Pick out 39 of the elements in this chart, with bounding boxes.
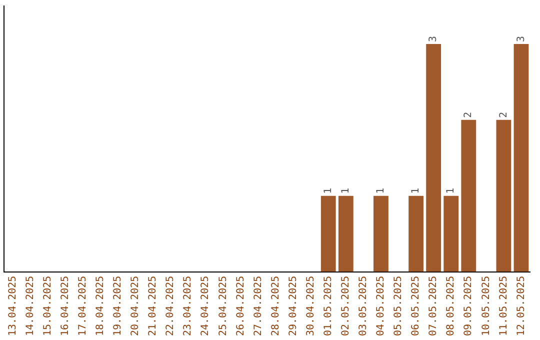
x-tick-label: 09.05.2025 [463,276,474,336]
x-tick-label: 28.04.2025 [270,276,282,336]
x-tick-label: 19.04.2025 [112,276,124,336]
x-tick-label: 26.04.2025 [235,276,246,336]
data-label: 3 [516,36,527,42]
x-tick-label: 12.05.2025 [516,276,527,336]
data-label: 1 [376,188,387,194]
data-label: 3 [428,36,440,42]
x-tick-label: 13.04.2025 [7,276,18,336]
x-tick-label: 16.04.2025 [60,276,71,336]
data-label: 2 [463,112,474,118]
x-tick-label: 20.04.2025 [130,276,142,336]
x-tick-label: 14.04.2025 [24,276,36,336]
x-tick-label: 25.04.2025 [218,276,229,336]
data-label: 1 [410,188,422,194]
data-label: 1 [340,188,352,194]
data-label: 1 [446,188,457,194]
x-tick-label: 05.05.2025 [393,276,404,336]
x-tick-label: 30.04.2025 [305,276,316,336]
x-tick-label: 22.04.2025 [165,276,176,336]
x-tick-label: 08.05.2025 [446,276,457,336]
x-tick-label: 10.05.2025 [480,276,492,336]
x-tick-label: 01.05.2025 [322,276,334,336]
x-tick-label: 06.05.2025 [410,276,422,336]
x-tick-label: 11.05.2025 [498,276,510,336]
data-label: 1 [322,188,334,194]
x-tick-label: 03.05.2025 [358,276,370,336]
x-tick-label: 17.04.2025 [77,276,88,336]
x-tick-label: 04.05.2025 [376,276,387,336]
data-label: 2 [498,112,510,118]
x-tick-label: 23.04.2025 [182,276,194,336]
x-tick-label: 15.04.2025 [42,276,54,336]
x-tick-label: 18.04.2025 [95,276,106,336]
x-tick-label: 24.04.2025 [200,276,212,336]
x-tick-label: 07.05.2025 [428,276,440,336]
x-tick-label: 02.05.2025 [340,276,352,336]
x-tick-label: 21.04.2025 [148,276,159,336]
x-tick-label: 29.04.2025 [288,276,299,336]
x-tick-label: 27.04.2025 [252,276,264,336]
